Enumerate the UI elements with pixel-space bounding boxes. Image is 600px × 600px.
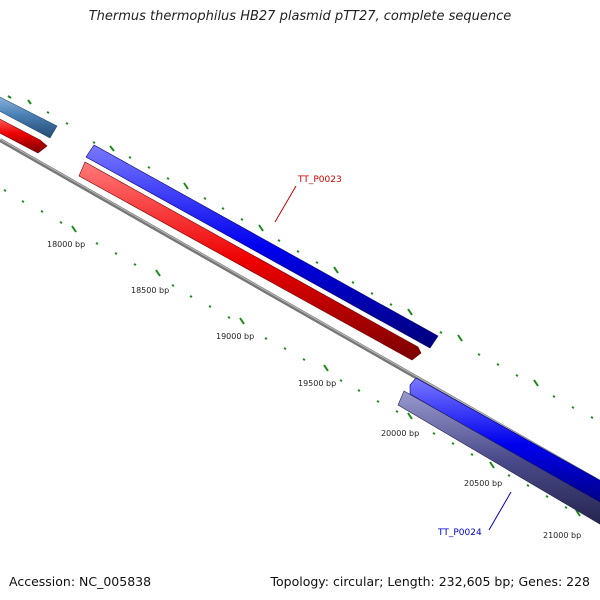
outer-tick-marks bbox=[7, 95, 594, 419]
bp-label: 18500 bp bbox=[131, 286, 169, 295]
leader-line-p0023 bbox=[274, 185, 297, 223]
gene-label-p0023[interactable]: TT_P0023 bbox=[297, 175, 342, 185]
gene-bar-red-left bbox=[0, 118, 48, 154]
accession-text: Accession: NC_005838 bbox=[9, 574, 152, 589]
bp-label: 21000 bp bbox=[543, 531, 581, 540]
bp-label: 20000 bp bbox=[381, 429, 419, 438]
gene-bar-steel bbox=[0, 96, 58, 139]
gene-label-p0024[interactable]: TT_P0024 bbox=[437, 528, 482, 538]
gene-bar-red-p0023 bbox=[78, 161, 422, 361]
gene-bar-blue-p0023 bbox=[85, 144, 439, 349]
bp-label: 18000 bp bbox=[47, 240, 85, 249]
inner-tick-marks bbox=[3, 189, 581, 517]
gene-bar-slate bbox=[397, 390, 600, 525]
leader-line-p0024 bbox=[488, 491, 512, 531]
map-title: Thermus thermophilus HB27 plasmid pTT27,… bbox=[88, 9, 512, 24]
bp-label: 19000 bp bbox=[216, 332, 254, 341]
bp-label: 20500 bp bbox=[464, 479, 502, 488]
topology-summary: Topology: circular; Length: 232,605 bp; … bbox=[270, 574, 591, 589]
bp-label: 19500 bp bbox=[298, 379, 336, 388]
